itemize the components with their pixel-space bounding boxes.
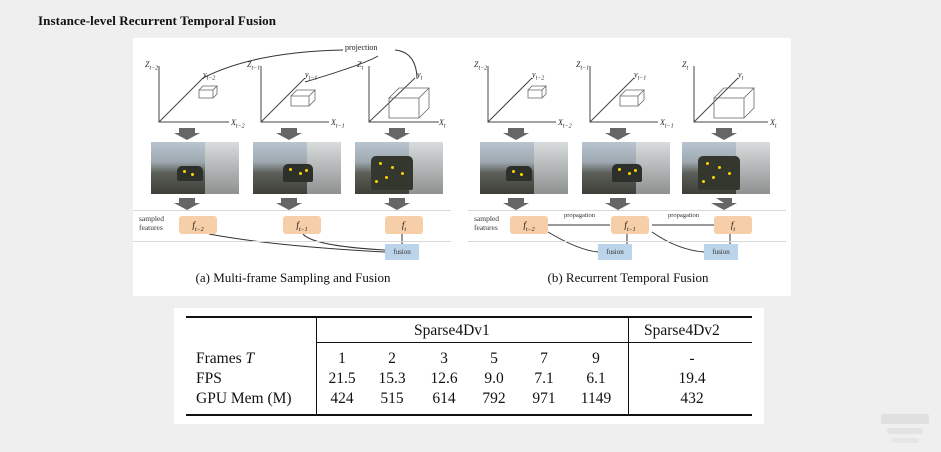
propagation-label: propagation <box>668 212 700 219</box>
table-cell: 12.6 <box>430 370 458 387</box>
table-divider <box>628 318 629 414</box>
panel-multi-frame-sampling: projection Zt−2 yt−2 Xt−2 Zt−1 yt−1 Xt−1… <box>133 38 453 296</box>
feature-box: ft−1 <box>611 216 649 234</box>
propagation-label: propagation <box>564 212 596 219</box>
feature-box: ft <box>385 216 423 234</box>
table-cell: 5 <box>490 350 498 367</box>
table-bottom-rule <box>186 414 752 416</box>
left-caption: (a) Multi-frame Sampling and Fusion <box>195 270 391 285</box>
camera-image <box>582 142 670 194</box>
axis-x-label: Xt−2 <box>231 118 245 130</box>
table-cell: 424 <box>330 390 354 407</box>
table-divider <box>316 318 317 414</box>
right-caption: (b) Recurrent Temporal Fusion <box>547 270 709 285</box>
axis-x-label: Xt <box>439 118 446 130</box>
table-cell: 15.3 <box>378 370 406 387</box>
slide-title: Instance-level Recurrent Temporal Fusion <box>38 13 277 28</box>
feature-box: ft <box>714 216 752 234</box>
axis-z-label: Zt−2 <box>474 60 488 72</box>
axis-x-label: Xt−1 <box>660 118 674 130</box>
axis-y-label: yt−1 <box>305 70 318 82</box>
table-top-rule <box>186 316 752 318</box>
feature-box: ft−2 <box>510 216 548 234</box>
axis-z-label: Zt <box>357 60 364 72</box>
watermark-logo-icon <box>881 414 929 443</box>
row-label-frames: Frames T <box>196 350 255 367</box>
axis-y-label: yt <box>417 70 423 82</box>
feature-box: ft−2 <box>179 216 217 234</box>
table-cell: 2 <box>388 350 396 367</box>
camera-image <box>151 142 239 194</box>
table-header-rule <box>316 342 752 343</box>
table-cell: 614 <box>432 390 456 407</box>
axis-y-label: yt−1 <box>634 70 647 82</box>
table-cell: 1149 <box>580 390 612 407</box>
axis-y-label: yt−2 <box>532 70 545 82</box>
figure: projection Zt−2 yt−2 Xt−2 Zt−1 yt−1 Xt−1… <box>133 38 791 296</box>
camera-image <box>253 142 341 194</box>
table-cell: 9 <box>592 350 600 367</box>
table-cell: 7.1 <box>534 370 554 387</box>
fusion-box: fusion <box>385 244 419 260</box>
right-diagram-lines <box>487 66 768 253</box>
table-cell: 432 <box>680 390 704 407</box>
feature-row <box>468 210 786 242</box>
table-cell: 6.1 <box>586 370 606 387</box>
axis-x-label: Xt <box>770 118 777 130</box>
camera-image <box>480 142 568 194</box>
table-cell: 21.5 <box>328 370 356 387</box>
axis-x-label: Xt−2 <box>558 118 572 130</box>
fusion-box: fusion <box>704 244 738 260</box>
camera-image <box>355 142 443 194</box>
left-diagram-lines <box>158 49 439 253</box>
axis-z-label: Zt−1 <box>247 60 261 72</box>
fusion-box: fusion <box>598 244 632 260</box>
table-cell: 9.0 <box>484 370 504 387</box>
row-label-fps: FPS <box>196 370 222 387</box>
table-cell: 19.4 <box>678 370 706 387</box>
axis-z-label: Zt <box>682 60 689 72</box>
axis-y-label: yt <box>738 70 744 82</box>
feature-row <box>133 210 451 242</box>
table-cell: 7 <box>540 350 548 367</box>
axis-z-label: Zt−2 <box>145 60 159 72</box>
table-cell: 971 <box>532 390 556 407</box>
projection-label: projection <box>345 43 378 52</box>
axis-z-label: Zt−1 <box>576 60 590 72</box>
table-cell: 3 <box>440 350 448 367</box>
header-sparse4dv2: Sparse4Dv2 <box>644 322 720 339</box>
panel-recurrent-temporal-fusion: Zt−2 yt−2 Xt−2 Zt−1 yt−1 Xt−1 Zt yt Xt s… <box>468 38 788 296</box>
axis-y-label: yt−2 <box>203 70 216 82</box>
axis-x-label: Xt−1 <box>331 118 345 130</box>
sampled-features-label: sampled features <box>474 214 499 232</box>
sampled-features-label: sampled features <box>139 214 164 232</box>
feature-box: ft−1 <box>283 216 321 234</box>
row-label-gpu-mem: GPU Mem (M) <box>196 390 292 407</box>
table-cell: 1 <box>338 350 346 367</box>
table-cell: 792 <box>482 390 506 407</box>
camera-image <box>682 142 770 194</box>
table-cell: 515 <box>380 390 404 407</box>
comparison-table: Sparse4Dv1 Sparse4Dv2 Frames T 1 2 3 5 7… <box>174 308 764 424</box>
table-cell: - <box>689 350 695 367</box>
header-sparse4dv1: Sparse4Dv1 <box>414 322 490 339</box>
